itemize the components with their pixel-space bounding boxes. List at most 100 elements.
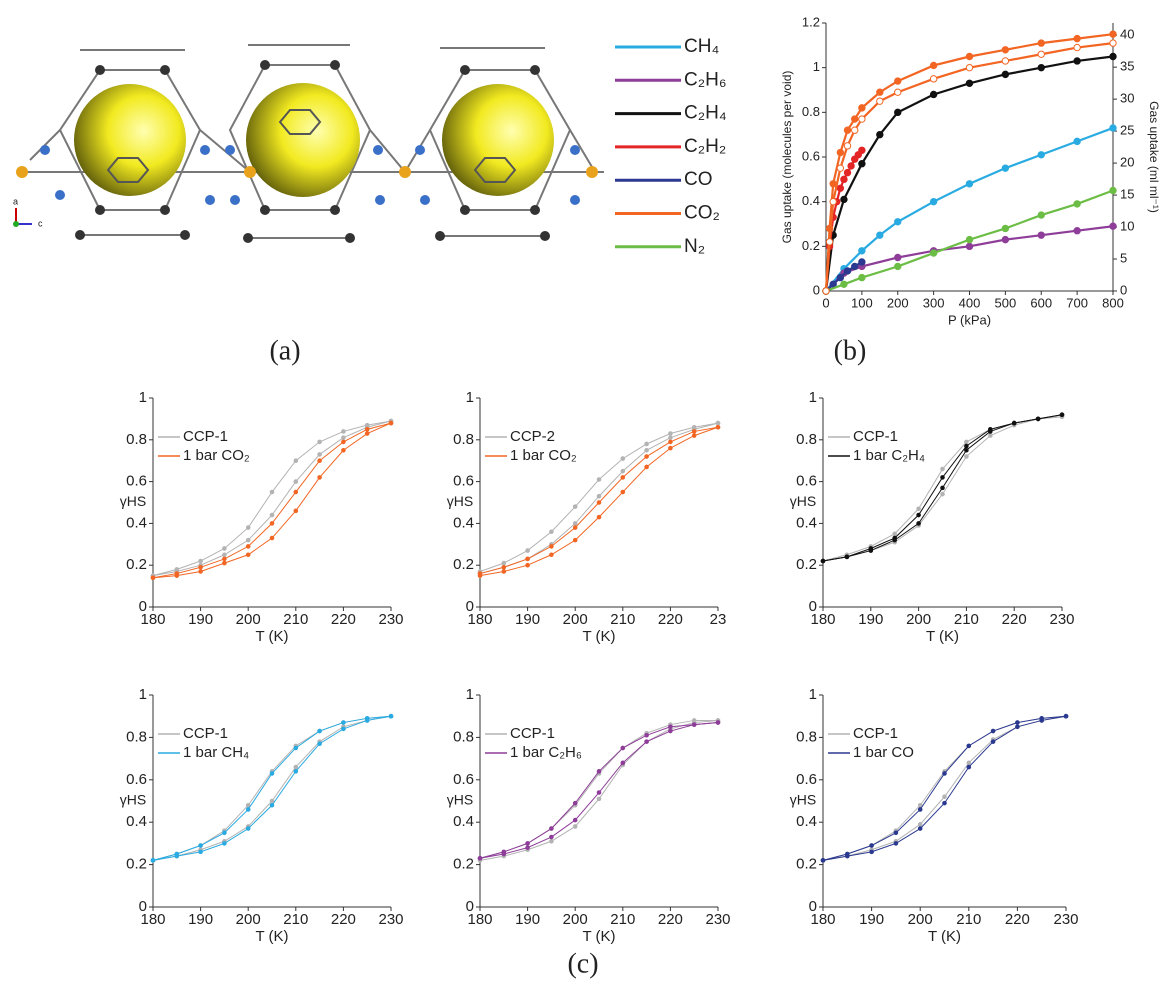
data-point [317,452,322,457]
x-tick-label: 210 [610,611,635,628]
x-tick-label: 700 [1066,295,1088,310]
data-point [620,760,626,766]
x-tick-label: 180 [810,911,835,928]
data-point [876,88,884,96]
data-point [364,431,370,436]
framework-rings [106,109,517,183]
atoms [16,60,598,243]
x-tick-label: 220 [331,611,356,628]
data-point [293,479,299,484]
x-axis-title: T (K) [928,928,961,945]
y-tick-label: 1 [139,686,147,703]
y-tick-label: 0 [139,898,147,915]
x-tick-label: 220 [658,911,683,928]
data-point [245,807,251,812]
data-point [317,475,322,480]
data-point [1001,57,1010,65]
data-point [1037,63,1045,72]
legend-label: C₂H₆ [684,69,726,90]
data-point [572,817,578,823]
y-tick-label: 0 [809,898,817,915]
data-point [1001,224,1010,233]
y2-tick-label: 0 [1120,282,1127,297]
data-point [929,90,938,99]
x-tick-label: 230 [378,911,403,928]
data-point [477,573,483,578]
data-point [596,769,602,774]
data-point [1039,718,1044,723]
data-point [293,745,299,751]
x-tick-label: 210 [954,611,979,628]
data-point [894,262,902,271]
y-tick-label: 0 [139,598,147,615]
x-tick-label: 180 [467,611,492,628]
data-point [317,458,322,464]
data-point [822,287,830,295]
data-point [549,552,554,558]
x-tick-label: 230 [378,611,403,628]
data-point [1037,151,1045,159]
data-point [198,564,203,570]
x-tick-label: 210 [610,911,635,928]
data-point [269,512,275,518]
data-point [388,420,394,426]
data-point [317,439,322,445]
legend-label: CCP-1 [183,428,228,445]
data-point [364,427,370,432]
x-tick-label: 200 [908,911,933,928]
x-tick-label: 23 [710,611,727,628]
x-tick-label: 180 [467,911,492,928]
data-point [851,126,859,134]
series-line [824,55,1114,292]
data-point [894,218,902,226]
data-point [525,845,530,850]
data-point [894,77,902,85]
x-tick-label: 220 [658,611,683,628]
data-point [269,535,275,541]
data-point [644,464,649,470]
data-point [501,569,507,574]
y2-tick-label: 10 [1120,218,1134,233]
x-axis-title: T (K) [926,628,959,645]
data-point [929,197,938,206]
y-axis-title: γHS [790,493,816,509]
x-tick-label: 190 [188,611,213,628]
data-point [293,458,299,464]
series-line [824,33,1114,292]
data-point [245,544,251,549]
x-axis-title: T (K) [582,928,615,945]
legend-label: CCP-1 [510,725,555,742]
y2-tick-label: 25 [1120,123,1134,138]
data-point [1001,70,1010,79]
data-point [525,556,530,562]
data-point [222,830,227,836]
data-point [620,745,626,751]
data-point [525,841,530,846]
data-point [644,732,649,738]
data-point [341,435,346,441]
y-tick-label: 0 [466,898,474,915]
data-point [1037,50,1045,58]
data-point [1011,420,1017,426]
data-point [940,475,945,480]
data-point [572,525,578,530]
data-point [836,184,845,192]
legend-label: CO₂ [684,203,720,224]
data-point [1109,52,1117,61]
y-axis-title: γHS [447,792,473,808]
legend-label: CH₄ [684,36,719,57]
y-tick-label: 1 [809,686,817,703]
x-tick-label: 180 [810,611,835,628]
data-point [840,280,848,288]
y-tick-label: 0.6 [126,771,147,788]
data-point [942,800,947,806]
data-point [198,558,203,564]
data-point [620,468,626,474]
data-point [966,743,972,749]
data-point [293,769,299,774]
y-tick-label: 0.8 [453,728,474,745]
data-point [644,454,649,459]
data-point [1035,416,1041,422]
data-point [245,826,251,831]
data-point [916,521,921,526]
